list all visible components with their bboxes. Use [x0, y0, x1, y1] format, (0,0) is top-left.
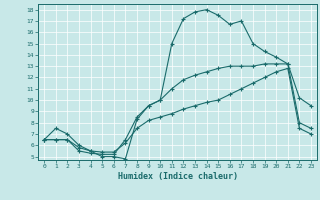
X-axis label: Humidex (Indice chaleur): Humidex (Indice chaleur): [118, 172, 238, 181]
